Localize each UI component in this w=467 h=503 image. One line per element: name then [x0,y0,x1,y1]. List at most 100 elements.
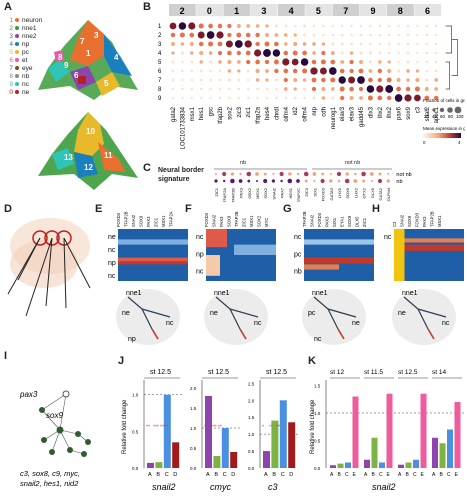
umap-label: 1 [86,49,91,58]
gene-label: FOXD3 [317,212,322,227]
signature-dot [337,179,341,183]
umap-label: 11 [104,151,113,160]
expression-dot [319,67,327,75]
expression-dot [198,23,204,29]
expression-dot [414,86,420,92]
expression-dot [369,42,372,46]
expression-dot [273,59,279,65]
x-tick-label: A [206,472,210,478]
gene-label: PAX3 [422,216,427,227]
gene-label: PAX3 [239,187,244,198]
gene-label: pax6 [397,106,403,120]
signature-dot [369,172,374,176]
cluster-header-label: 0 [207,6,212,16]
heatmap-block [118,257,188,264]
gene-label: id2 [293,106,299,115]
expression-dot [274,78,278,82]
panel-j: Relative fold change st 12.5 0.0 0.5 1.0 A B C D… [118,364,306,498]
expression-dot [357,76,365,84]
expression-dot [302,50,307,56]
trajectory-label: pc [308,310,316,317]
row-label: nc [384,234,392,241]
signature-dot [263,178,268,184]
significance-mark: *** [153,424,159,430]
expression-dot [378,51,382,55]
trajectory-cloud [392,289,456,345]
gene-label: OTX2 [362,187,367,198]
row-label: nc [196,269,204,276]
expression-dot [190,87,194,91]
gene-label: DLX5 [370,187,375,198]
expression-dot [227,78,231,82]
gene-label: tfap2b [218,106,224,123]
signature-dot [246,171,252,177]
color-legend-bar [423,133,461,138]
cluster-header [359,4,387,16]
stage-label: st 14 [432,369,446,376]
expression-dot [414,94,421,102]
trajectory-cloud [204,289,268,345]
signature-dot [378,172,382,176]
gene-label: FOXD3 [321,187,326,201]
signature-dot [377,178,383,184]
expression-dot [303,33,307,37]
expression-dot [434,51,438,55]
expression-dot [274,41,279,47]
y-tick-label: 1.0 [190,426,197,431]
expression-dot [331,42,335,46]
x-tick-label: D [289,472,293,478]
x-tick-label: B [440,472,444,478]
expression-dot [434,42,438,46]
expression-dot [406,33,410,37]
expression-dot [321,96,326,100]
expression-dot [255,41,260,47]
expression-dot [180,51,184,55]
expression-dot [180,42,185,46]
expression-dot [359,51,363,55]
row-label: pc [294,251,302,258]
signature-dot [255,172,259,176]
expression-dot [338,76,346,84]
signature-dot [336,171,342,177]
bar [337,463,344,468]
expression-dot [171,69,175,73]
bar [172,442,180,468]
expression-dot [170,32,176,38]
expression-dot [236,32,242,38]
legend-item: 5 pc [9,48,29,56]
expression-dot [396,86,401,92]
bar [279,400,287,468]
expression-dot [406,51,410,55]
expression-dot [218,69,222,73]
expression-dot [218,87,222,91]
expression-dot [218,78,222,82]
gene-label: FOXD3 [116,212,121,227]
trajectory-label: nne1 [402,290,418,297]
significance-mark: * [262,424,264,430]
gene-label: snai2 [425,106,431,121]
stage-label: st 12.5 [398,369,418,376]
gene-label: PAX3 [219,216,224,227]
expression-dot [190,51,194,55]
signature-dot [353,179,358,183]
expression-dot [284,96,288,100]
expression-dot [320,59,326,65]
signature-dot [272,173,275,175]
gene-label: msx1 [190,106,196,121]
x-tick-label: C [223,472,227,478]
gene-label: GATA3 [329,187,334,200]
expression-dot [228,96,231,100]
dendrogram [445,25,458,90]
y-tick-label: 0.0 [314,466,321,471]
y-tick-label: 0.5 [248,449,255,454]
expression-dot [378,42,382,46]
expression-dot [434,33,438,37]
expression-dot [425,60,429,64]
row-label: ne [108,234,116,241]
gene-label: dlx3 [368,106,374,118]
row-label: 8 [158,87,162,93]
gene-label: lhx2 [387,106,393,118]
heatmap-block [234,244,276,255]
legend-item: 4 np [9,40,30,48]
cluster-header-label: 2 [180,6,185,16]
